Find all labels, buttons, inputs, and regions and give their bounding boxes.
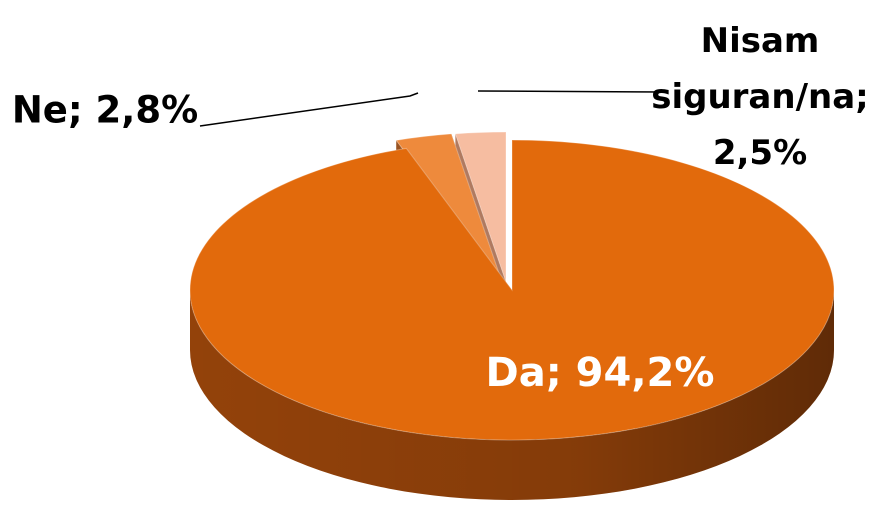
data-label: Da; 94,2% (486, 350, 715, 396)
leader-line (477, 90, 666, 93)
pie (189, 131, 835, 500)
slice (454, 131, 507, 283)
leader-line (199, 92, 419, 127)
data-label: Ne; 2,8% (12, 89, 198, 132)
label-line: Nisam (701, 21, 820, 61)
data-label: Nisam siguran/na; 2,5% (651, 21, 869, 173)
label-line: 2,5% (713, 133, 807, 173)
slice-side-shade (190, 290, 834, 500)
labels: Da; 94,2% Ne; 2,8% Nisam siguran/na; 2,5% (12, 21, 869, 397)
slice (189, 139, 835, 441)
label-line: siguran/na; (651, 77, 869, 117)
